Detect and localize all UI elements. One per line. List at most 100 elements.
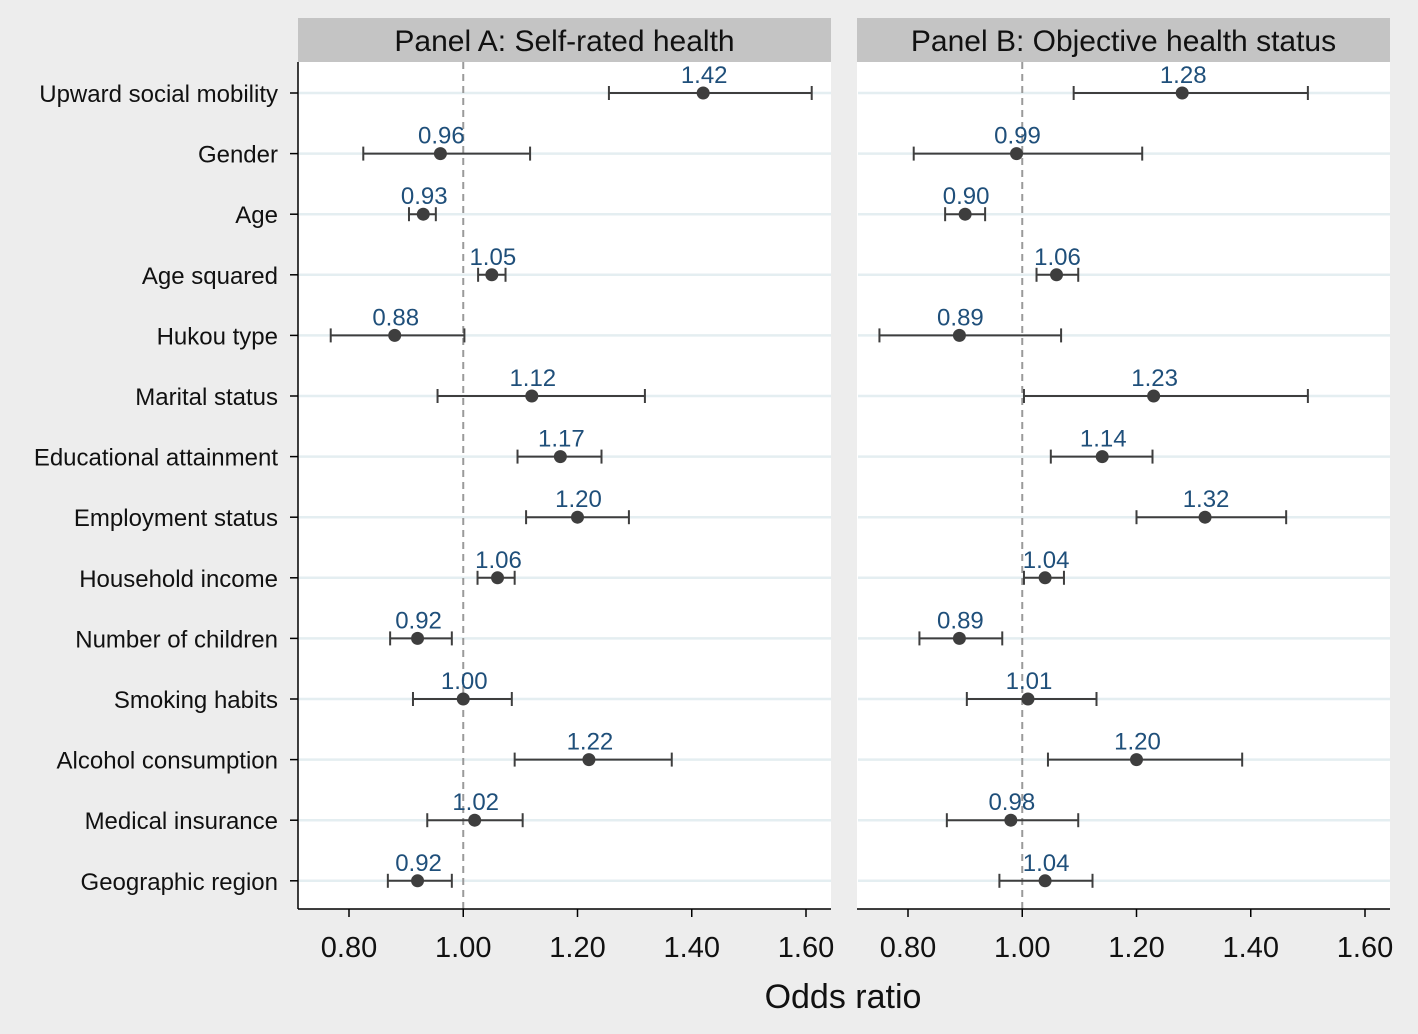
- estimate-row: 0.90: [943, 183, 990, 222]
- data-label: 0.99: [994, 123, 1041, 150]
- estimate-row: 1.06: [1034, 244, 1081, 282]
- estimate-point: [416, 207, 430, 221]
- row-label: Number of children: [75, 626, 278, 653]
- estimate-point: [411, 874, 425, 888]
- plot-area: [298, 62, 831, 909]
- data-label: 1.04: [1023, 850, 1070, 877]
- data-label: 1.20: [1114, 729, 1161, 756]
- estimate-point: [952, 328, 966, 342]
- plot-area: [857, 62, 1390, 909]
- estimate-point: [525, 389, 539, 403]
- data-label: 0.98: [988, 789, 1035, 816]
- estimate-point: [491, 571, 505, 585]
- data-label: 1.20: [555, 486, 602, 513]
- estimate-row: 0.99: [912, 123, 1144, 161]
- estimate-point: [553, 450, 567, 464]
- estimate-row: 1.22: [513, 729, 673, 767]
- estimate-point: [571, 510, 584, 524]
- x-tick-label: 0.80: [880, 932, 936, 964]
- x-tick-label: 1.20: [549, 932, 605, 964]
- estimate-point: [1175, 86, 1189, 100]
- data-label: 1.02: [452, 789, 499, 816]
- data-label: 0.93: [401, 183, 448, 210]
- row-label: Alcohol consumption: [57, 748, 278, 775]
- x-axis-title: Odds ratio: [765, 978, 922, 1016]
- estimate-row: 1.32: [1135, 486, 1288, 525]
- estimate-point: [1038, 874, 1052, 888]
- estimate-point: [1010, 147, 1024, 161]
- data-label: 0.96: [418, 123, 465, 150]
- data-label: 1.01: [1006, 668, 1053, 695]
- estimate-point: [1021, 692, 1035, 706]
- estimate-row: 1.04: [1023, 547, 1070, 585]
- row-label: Medical insurance: [85, 808, 278, 835]
- row-label: Educational attainment: [34, 445, 278, 472]
- x-tick-label: 1.00: [994, 932, 1050, 964]
- panel-b: Panel B: Objective health status 0.80 1.00…: [857, 18, 1393, 964]
- estimate-point: [958, 207, 972, 221]
- row-label: Age squared: [142, 263, 278, 290]
- estimate-point: [1004, 813, 1018, 827]
- estimate-row: 1.20: [525, 486, 630, 525]
- data-label: 0.92: [395, 850, 442, 877]
- data-label: 0.90: [943, 183, 990, 210]
- x-tick-label: 1.60: [1337, 932, 1393, 964]
- estimate-point: [1147, 389, 1161, 403]
- panels-layer: Panel A: Self-rated health 0.80 1.00 1.20 1.…: [298, 18, 1393, 964]
- estimate-row: 0.88: [329, 304, 466, 343]
- panel-header: [298, 18, 831, 62]
- data-label: 1.32: [1183, 486, 1230, 513]
- estimate-row: 1.01: [965, 668, 1098, 706]
- estimate-row: 1.14: [1049, 426, 1154, 464]
- estimate-row: 0.92: [389, 607, 453, 646]
- estimate-point: [1130, 753, 1143, 767]
- estimate-row: 0.98: [945, 789, 1080, 828]
- estimate-point: [411, 631, 425, 645]
- data-label: 0.88: [372, 304, 419, 331]
- data-label: 1.06: [475, 547, 522, 574]
- data-label: 0.89: [937, 304, 984, 331]
- estimate-point: [1095, 450, 1109, 464]
- data-label: 1.00: [441, 668, 488, 695]
- estimate-row: 1.23: [1022, 365, 1309, 403]
- estimate-point: [952, 631, 966, 645]
- estimate-point: [456, 692, 470, 706]
- data-label: 1.12: [509, 365, 556, 392]
- data-label: 1.17: [538, 426, 585, 453]
- estimate-row: 0.93: [401, 183, 448, 222]
- estimate-point: [1050, 268, 1064, 282]
- data-label: 0.92: [395, 607, 442, 634]
- x-tick-label: 1.40: [664, 932, 720, 964]
- x-tick-label: 1.40: [1223, 932, 1279, 964]
- data-label: 1.06: [1034, 244, 1081, 271]
- panel-title: Panel A: Self-rated health: [394, 25, 734, 58]
- estimate-point: [696, 86, 710, 100]
- estimate-row: 0.92: [386, 850, 453, 888]
- estimate-point: [433, 147, 447, 161]
- panel-a: Panel A: Self-rated health 0.80 1.00 1.20 1.…: [298, 18, 834, 964]
- estimate-point: [388, 328, 402, 342]
- estimate-row: 0.96: [362, 123, 532, 161]
- estimate-row: 1.20: [1046, 729, 1244, 767]
- estimate-row: 1.05: [469, 244, 516, 282]
- estimate-row: 1.06: [475, 547, 522, 585]
- estimate-row: 1.42: [607, 62, 813, 100]
- x-tick-label: 0.80: [321, 932, 377, 964]
- row-label: Employment status: [74, 505, 278, 532]
- row-label: Hukou type: [157, 323, 278, 350]
- panel-header: [857, 18, 1390, 62]
- data-label: 1.14: [1080, 426, 1127, 453]
- data-label: 1.04: [1023, 547, 1070, 574]
- estimate-point: [1038, 571, 1052, 585]
- estimate-point: [582, 753, 596, 767]
- estimate-row: 1.00: [411, 668, 513, 706]
- data-label: 1.23: [1131, 365, 1178, 392]
- panel-title: Panel B: Objective health status: [911, 25, 1336, 58]
- estimate-row: 0.89: [878, 304, 1063, 343]
- estimate-row: 1.17: [516, 426, 603, 464]
- x-tick-label: 1.60: [778, 932, 834, 964]
- data-label: 1.22: [567, 729, 614, 756]
- row-label: Smoking habits: [114, 687, 278, 714]
